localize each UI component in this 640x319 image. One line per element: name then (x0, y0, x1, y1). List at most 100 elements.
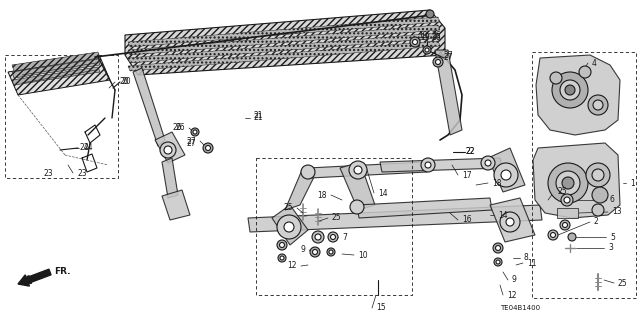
Polygon shape (128, 33, 440, 63)
Text: 22: 22 (466, 147, 476, 157)
Circle shape (193, 130, 197, 134)
Text: 24: 24 (83, 144, 93, 152)
Text: 18: 18 (492, 179, 502, 188)
Circle shape (548, 163, 588, 203)
Circle shape (203, 143, 213, 153)
Circle shape (280, 242, 285, 248)
Circle shape (550, 233, 556, 238)
Circle shape (556, 171, 580, 195)
Circle shape (433, 57, 443, 67)
Circle shape (506, 218, 514, 226)
Polygon shape (8, 57, 110, 95)
Circle shape (350, 200, 364, 214)
Polygon shape (162, 158, 178, 198)
Circle shape (579, 66, 591, 78)
Circle shape (425, 48, 429, 52)
FancyArrow shape (18, 269, 51, 286)
Text: 22: 22 (466, 147, 476, 157)
Circle shape (349, 161, 367, 179)
Circle shape (563, 222, 568, 227)
Circle shape (494, 163, 518, 187)
Text: 27: 27 (444, 51, 454, 61)
Circle shape (410, 37, 420, 47)
Circle shape (496, 260, 500, 264)
Text: 19: 19 (420, 33, 429, 42)
Polygon shape (12, 59, 100, 78)
Text: 26: 26 (175, 123, 185, 132)
Polygon shape (128, 17, 440, 47)
Circle shape (485, 160, 491, 166)
Circle shape (592, 169, 604, 181)
Circle shape (278, 254, 286, 262)
Text: 8: 8 (524, 254, 529, 263)
Circle shape (164, 146, 172, 154)
Circle shape (312, 249, 317, 255)
Polygon shape (272, 205, 308, 245)
Circle shape (592, 187, 608, 203)
Text: 2: 2 (594, 218, 599, 226)
Polygon shape (533, 143, 620, 218)
Text: 13: 13 (612, 207, 621, 217)
Text: 25: 25 (284, 204, 293, 212)
Text: 15: 15 (376, 303, 386, 313)
Circle shape (413, 40, 417, 44)
Circle shape (205, 145, 211, 151)
Circle shape (493, 243, 503, 253)
Text: 23: 23 (77, 168, 86, 177)
Polygon shape (155, 132, 185, 163)
Circle shape (548, 230, 558, 240)
Circle shape (312, 231, 324, 243)
Text: 20: 20 (119, 78, 129, 86)
Polygon shape (285, 170, 315, 210)
Polygon shape (162, 190, 190, 220)
Text: 4: 4 (592, 58, 597, 68)
Circle shape (560, 220, 570, 230)
Circle shape (435, 60, 440, 64)
Text: FR.: FR. (54, 268, 70, 277)
Text: 9: 9 (300, 246, 305, 255)
Circle shape (284, 222, 294, 232)
Circle shape (552, 72, 588, 108)
Text: 9: 9 (512, 276, 517, 285)
Circle shape (481, 156, 495, 170)
Text: 12: 12 (287, 262, 297, 271)
Circle shape (494, 258, 502, 266)
Polygon shape (357, 198, 492, 218)
Polygon shape (128, 25, 440, 55)
Circle shape (562, 177, 574, 189)
Text: 11: 11 (527, 258, 536, 268)
Circle shape (560, 80, 580, 100)
Text: 26: 26 (432, 32, 442, 41)
Polygon shape (125, 10, 445, 75)
Circle shape (423, 46, 431, 54)
Text: 27: 27 (444, 54, 454, 63)
Circle shape (191, 128, 199, 136)
Text: 10: 10 (358, 250, 367, 259)
Polygon shape (248, 205, 542, 232)
Polygon shape (488, 148, 525, 192)
Circle shape (495, 246, 500, 250)
Text: 25: 25 (618, 278, 628, 287)
Circle shape (327, 248, 335, 256)
Circle shape (160, 142, 176, 158)
Text: 17: 17 (462, 170, 472, 180)
Text: 24: 24 (79, 144, 88, 152)
Circle shape (421, 158, 435, 172)
Circle shape (425, 162, 431, 168)
Circle shape (426, 10, 434, 18)
Text: 19: 19 (418, 32, 428, 41)
Text: 7: 7 (342, 233, 347, 241)
Polygon shape (133, 68, 165, 146)
Circle shape (592, 204, 604, 216)
Text: 16: 16 (462, 216, 472, 225)
Text: 18: 18 (317, 190, 327, 199)
Text: 23: 23 (44, 169, 54, 179)
Circle shape (280, 256, 284, 260)
Text: TE04B1400: TE04B1400 (500, 305, 540, 311)
Circle shape (301, 165, 315, 179)
Circle shape (568, 233, 576, 241)
Text: 27: 27 (186, 138, 196, 147)
Circle shape (354, 166, 362, 174)
Text: 3: 3 (608, 243, 613, 253)
Circle shape (277, 240, 287, 250)
